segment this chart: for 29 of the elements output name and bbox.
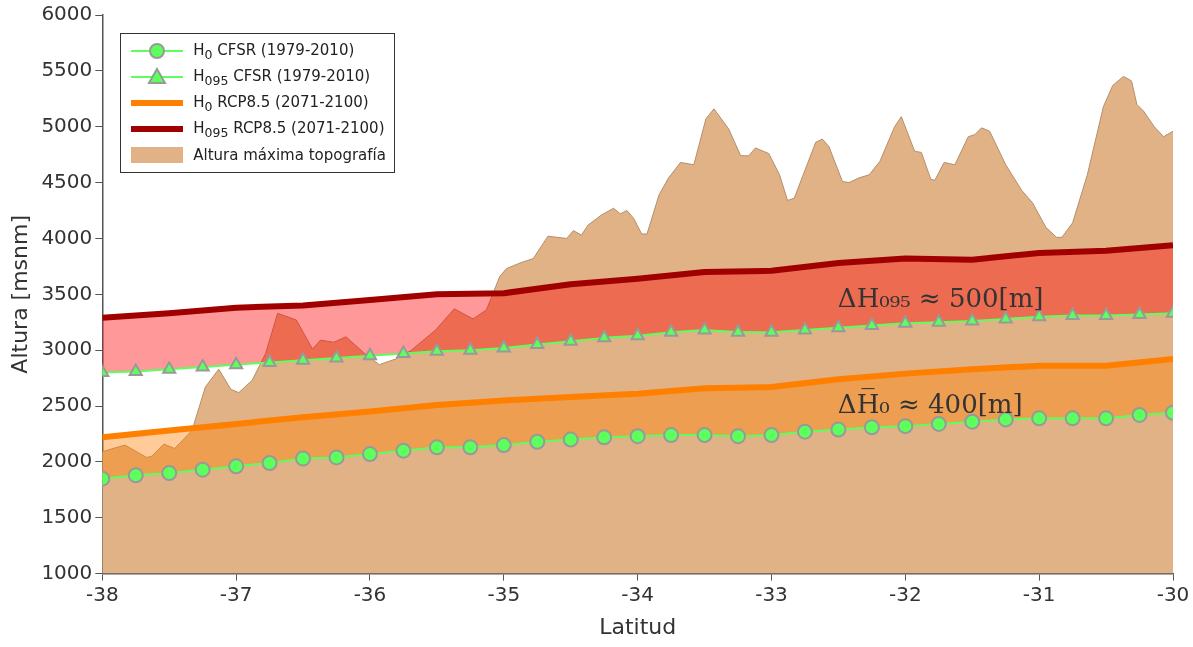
x-tick-label: -31 — [1022, 581, 1056, 606]
x-tick-label: -35 — [487, 581, 521, 606]
annotation: ΔH̅₀ ≈ 400[m] — [837, 388, 1023, 419]
y-tick-label: 1000 — [41, 559, 93, 584]
y-tick-label: 4500 — [41, 168, 93, 193]
legend-label: Altura máxima topografía — [193, 146, 386, 164]
y-tick-label: 1500 — [41, 503, 93, 528]
x-tick-label: -36 — [353, 581, 387, 606]
x-tick-label: -33 — [755, 581, 788, 606]
y-axis-title: Altura [msnm] — [6, 214, 32, 374]
legend-label: H$_{095}$ CFSR (1979-2010) — [193, 66, 371, 88]
y-tick-label: 4000 — [41, 224, 93, 249]
y-tick-label: 6000 — [41, 1, 93, 26]
y-tick-label: 5500 — [41, 57, 93, 82]
y-tick-label: 3500 — [41, 280, 93, 305]
y-tick-label: 2500 — [41, 392, 93, 417]
annotation: ΔH₀₉₅ ≈ 500[m] — [837, 282, 1044, 313]
x-tick-label: -34 — [621, 581, 654, 606]
y-tick-label: 5000 — [41, 112, 93, 137]
y-tick-label: 3000 — [41, 336, 93, 361]
legend-label: H$_{0}$ CFSR (1979-2010) — [193, 40, 355, 62]
x-tick-label: -32 — [888, 581, 922, 606]
x-tick-label: -37 — [219, 581, 253, 606]
x-tick-label: -38 — [85, 581, 119, 606]
y-tick-label: 2000 — [41, 448, 93, 473]
x-tick-label: -30 — [1156, 581, 1190, 606]
legend-label: H$_{0}$ RCP8.5 (2071-2100) — [193, 92, 369, 114]
legend-label: H$_{095}$ RCP8.5 (2071-2100) — [193, 118, 385, 140]
x-axis-title: Latitud — [599, 613, 677, 639]
